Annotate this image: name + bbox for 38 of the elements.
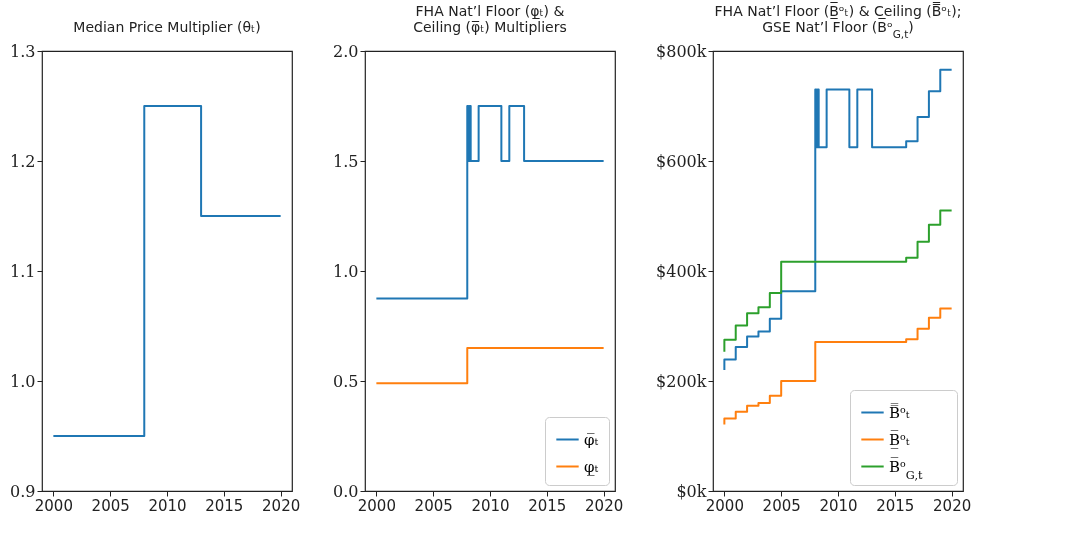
chart-title: Median Price Multiplier (θₜ) [73, 19, 261, 35]
legend-label: B̅ᵒ$_{G,t}$ [889, 456, 923, 481]
x-tick-label: 2010 [819, 496, 858, 515]
legend-label: φ̲ₜ [584, 457, 599, 476]
x-tick-label: 2020 [585, 496, 624, 515]
y-tick-label: $200k [656, 371, 707, 391]
x-tick-label: 2005 [91, 496, 130, 515]
x-tick-label: 2010 [148, 496, 187, 515]
y-tick-label: 1.3 [10, 41, 36, 61]
x-tick-label: 2015 [205, 496, 244, 515]
y-tick-label: 2.0 [333, 41, 359, 61]
y-tick-label: 1.0 [10, 371, 36, 391]
x-tick-label: 2005 [414, 496, 453, 515]
legend-label: φ̅ₜ [584, 430, 599, 449]
x-tick-label: 2000 [705, 496, 744, 515]
y-tick-label: $600k [656, 151, 707, 171]
x-tick-label: 2000 [357, 496, 396, 515]
y-tick-label: 1.2 [10, 151, 36, 171]
x-tick-label: 2015 [528, 496, 567, 515]
chart-title: FHA Nat’l Floor (φ̲ₜ) & Ceiling (φ̅ₜ) Multipliers [413, 3, 567, 35]
y-tick-label: 0.0 [333, 481, 359, 501]
x-tick-label: 2000 [34, 496, 73, 515]
x-tick-label: 2020 [933, 496, 972, 515]
x-tick-label: 2015 [876, 496, 915, 515]
x-tick-label: 2010 [471, 496, 510, 515]
y-tick-label: 1.0 [333, 261, 359, 281]
legend-label: B̲̅ᵒₜ [889, 429, 910, 449]
y-tick-label: 1.5 [333, 151, 359, 171]
y-tick-label: 0.9 [10, 481, 36, 501]
chart-title: FHA Nat’l Floor (B̲̅ᵒₜ) & Ceiling (B̿ᵒₜ); GSE Nat’l Floor (B̅ᵒ$_{G,t}$) [714, 2, 962, 40]
y-tick-label: $400k [656, 261, 707, 281]
x-tick-label: 2005 [762, 496, 801, 515]
legend-label: B̿ᵒₜ [889, 402, 910, 422]
y-tick-label: 0.5 [333, 371, 359, 391]
y-tick-label: 1.1 [10, 261, 36, 281]
y-tick-label: $0k [676, 481, 707, 501]
x-tick-label: 2020 [262, 496, 301, 515]
y-tick-label: $800k [656, 41, 707, 61]
